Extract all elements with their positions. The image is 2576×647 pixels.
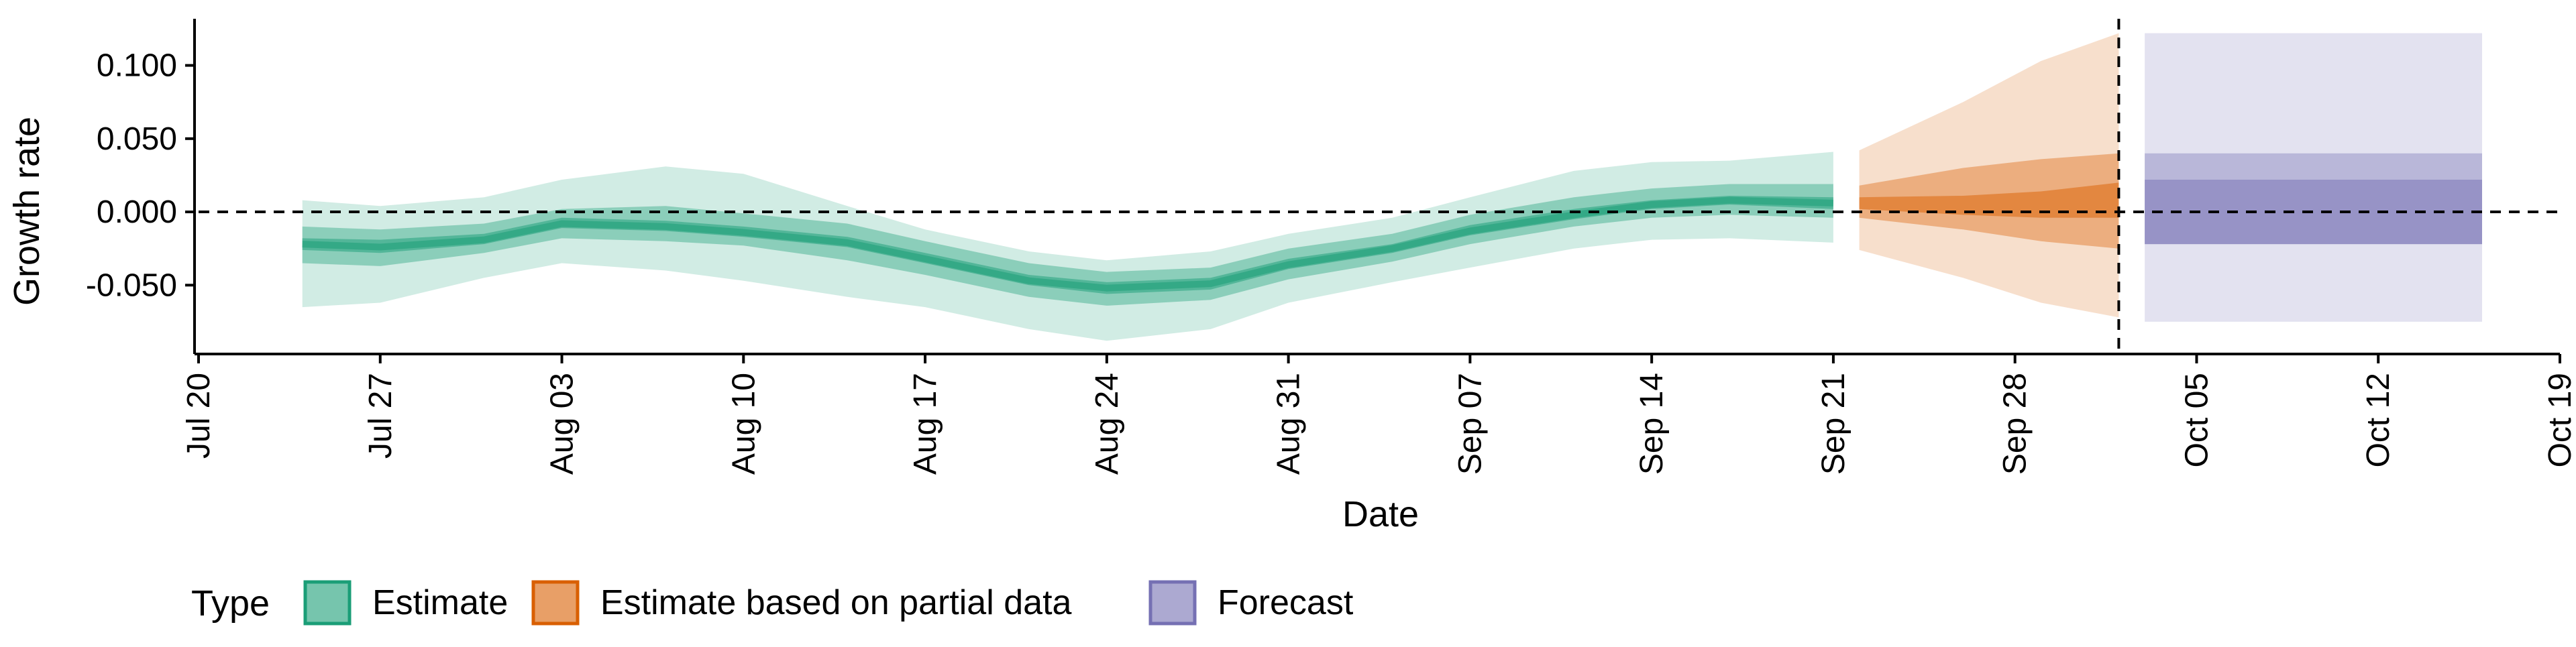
legend-label: Estimate based on partial data	[600, 583, 1072, 622]
x-tick-label: Sep 14	[1634, 373, 1670, 475]
x-tick-label: Oct 05	[2180, 373, 2215, 467]
tick-labels: 0.100 0.050 0.000 -0.050 Jul 20 Jul 27 Aug 03 A…	[86, 48, 2576, 475]
legend-title: Type	[191, 583, 270, 624]
axes	[193, 19, 2560, 355]
x-tick-label: Aug 17	[908, 373, 943, 475]
series-estimate	[302, 152, 1834, 341]
x-tick-label: Oct 19	[2542, 373, 2576, 467]
legend-item: Forecast	[1148, 580, 1354, 626]
legend-label: Forecast	[1218, 583, 1354, 622]
x-axis-title: Date	[1342, 494, 1419, 534]
y-tick-label: 0.000	[97, 194, 177, 230]
x-tick-label: Sep 28	[1998, 373, 2033, 475]
legend-item: Estimate based on partial data	[531, 580, 1072, 626]
x-tick-label: Jul 20	[181, 373, 217, 459]
x-tick-label: Aug 31	[1271, 373, 1307, 475]
band-90-1	[1859, 33, 2119, 318]
band-90-2	[2145, 33, 2482, 322]
legend: Type Estimate Estimate based on partial d…	[191, 580, 1354, 626]
x-tick-label: Sep 07	[1452, 373, 1488, 475]
median-line-0	[302, 196, 1834, 292]
bands-layer	[302, 33, 2482, 341]
x-tick-label: Aug 24	[1089, 373, 1125, 475]
legend-item: Estimate	[303, 580, 508, 626]
y-tick-label: -0.050	[86, 268, 177, 303]
band-20-2	[2145, 180, 2482, 245]
x-tick-label: Aug 03	[545, 373, 580, 475]
x-tick-label: Sep 21	[1816, 373, 1851, 475]
x-tick-label: Aug 10	[726, 373, 761, 475]
legend-label: Estimate	[372, 583, 508, 622]
y-axis-title: Growth rate	[7, 117, 47, 306]
legend-swatch	[1148, 580, 1197, 626]
x-tick-label: Jul 27	[363, 373, 398, 459]
series-forecast	[2145, 33, 2482, 322]
series-estimate-based-on-partial-data	[1859, 33, 2119, 318]
y-tick-label: 0.050	[97, 121, 177, 157]
band-90-0	[302, 152, 1833, 341]
y-tick-label: 0.100	[97, 48, 177, 84]
legend-swatch	[303, 580, 352, 626]
x-tick-label: Oct 12	[2361, 373, 2396, 467]
band-50-0	[302, 184, 1833, 306]
band-20-1	[1859, 182, 2119, 218]
legend-swatch	[531, 580, 580, 626]
